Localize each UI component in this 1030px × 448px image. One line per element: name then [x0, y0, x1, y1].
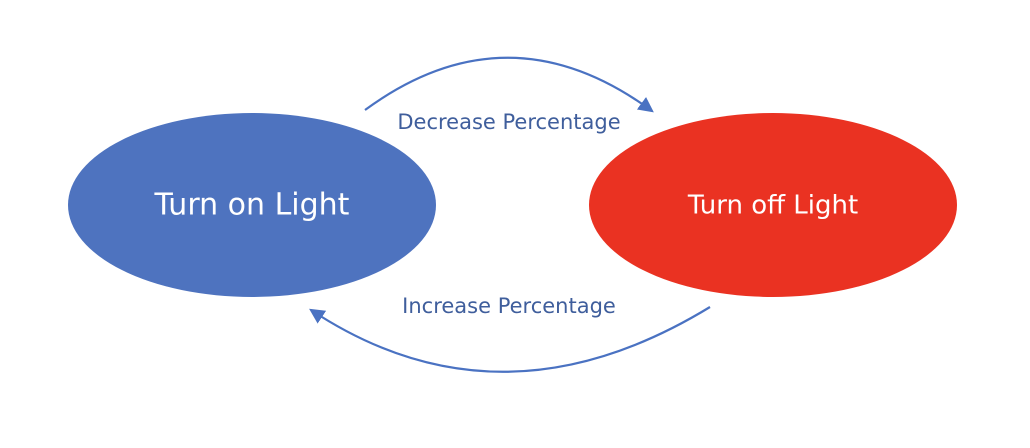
node-turn-on-light-shape — [68, 113, 436, 297]
node-turn-off-light[interactable]: Turn off Light — [589, 113, 957, 297]
edge-increase-label: Increase Percentage — [402, 294, 616, 318]
node-turn-on-light[interactable]: Turn on Light — [68, 113, 436, 297]
node-turn-on-light-label: Turn on Light — [154, 188, 350, 223]
edge-increase-arrow — [309, 306, 711, 373]
edge-decrease-percentage[interactable]: Decrease Percentage — [364, 56, 654, 134]
edge-decrease-label: Decrease Percentage — [397, 110, 620, 134]
node-turn-off-light-label: Turn off Light — [687, 191, 858, 221]
node-turn-off-light-shape — [589, 113, 957, 297]
edge-increase-percentage[interactable]: Increase Percentage — [309, 294, 711, 373]
edge-decrease-arrow — [364, 56, 654, 113]
